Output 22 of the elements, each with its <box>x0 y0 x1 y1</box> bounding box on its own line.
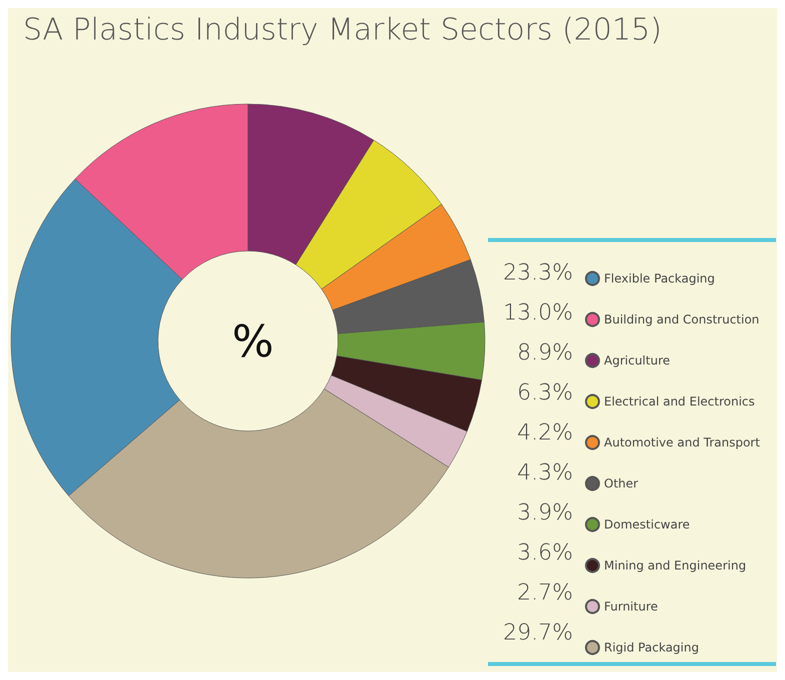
data-label: 4.2% <box>517 420 573 446</box>
legend-label: Mining and Engineering <box>604 558 746 572</box>
legend-label: Agriculture <box>604 354 670 368</box>
legend-label: Flexible Packaging <box>604 272 715 286</box>
legend-label: Electrical and Electronics <box>604 394 755 408</box>
data-label: 3.9% <box>517 500 573 526</box>
chart-title: SA Plastics Industry Market Sectors (2015) <box>23 12 662 48</box>
data-label: 8.9% <box>517 340 573 366</box>
data-label: 6.3% <box>517 380 573 406</box>
data-label: 13.0% <box>503 300 573 326</box>
text: % <box>232 316 274 368</box>
legend-label: Domesticware <box>604 518 690 532</box>
legend-label: Automotive and Transport <box>604 436 760 450</box>
data-label: 2.7% <box>517 580 573 606</box>
data-label: 3.6% <box>517 540 573 566</box>
legend-label: Building and Construction <box>604 312 760 326</box>
legend-label: Furniture <box>604 600 658 614</box>
legend-label: Other <box>604 476 638 490</box>
legend-label: Rigid Packaging <box>604 640 699 654</box>
data-label: 29.7% <box>503 620 573 646</box>
data-label: 23.3% <box>503 260 573 286</box>
data-label: 4.3% <box>517 460 573 486</box>
